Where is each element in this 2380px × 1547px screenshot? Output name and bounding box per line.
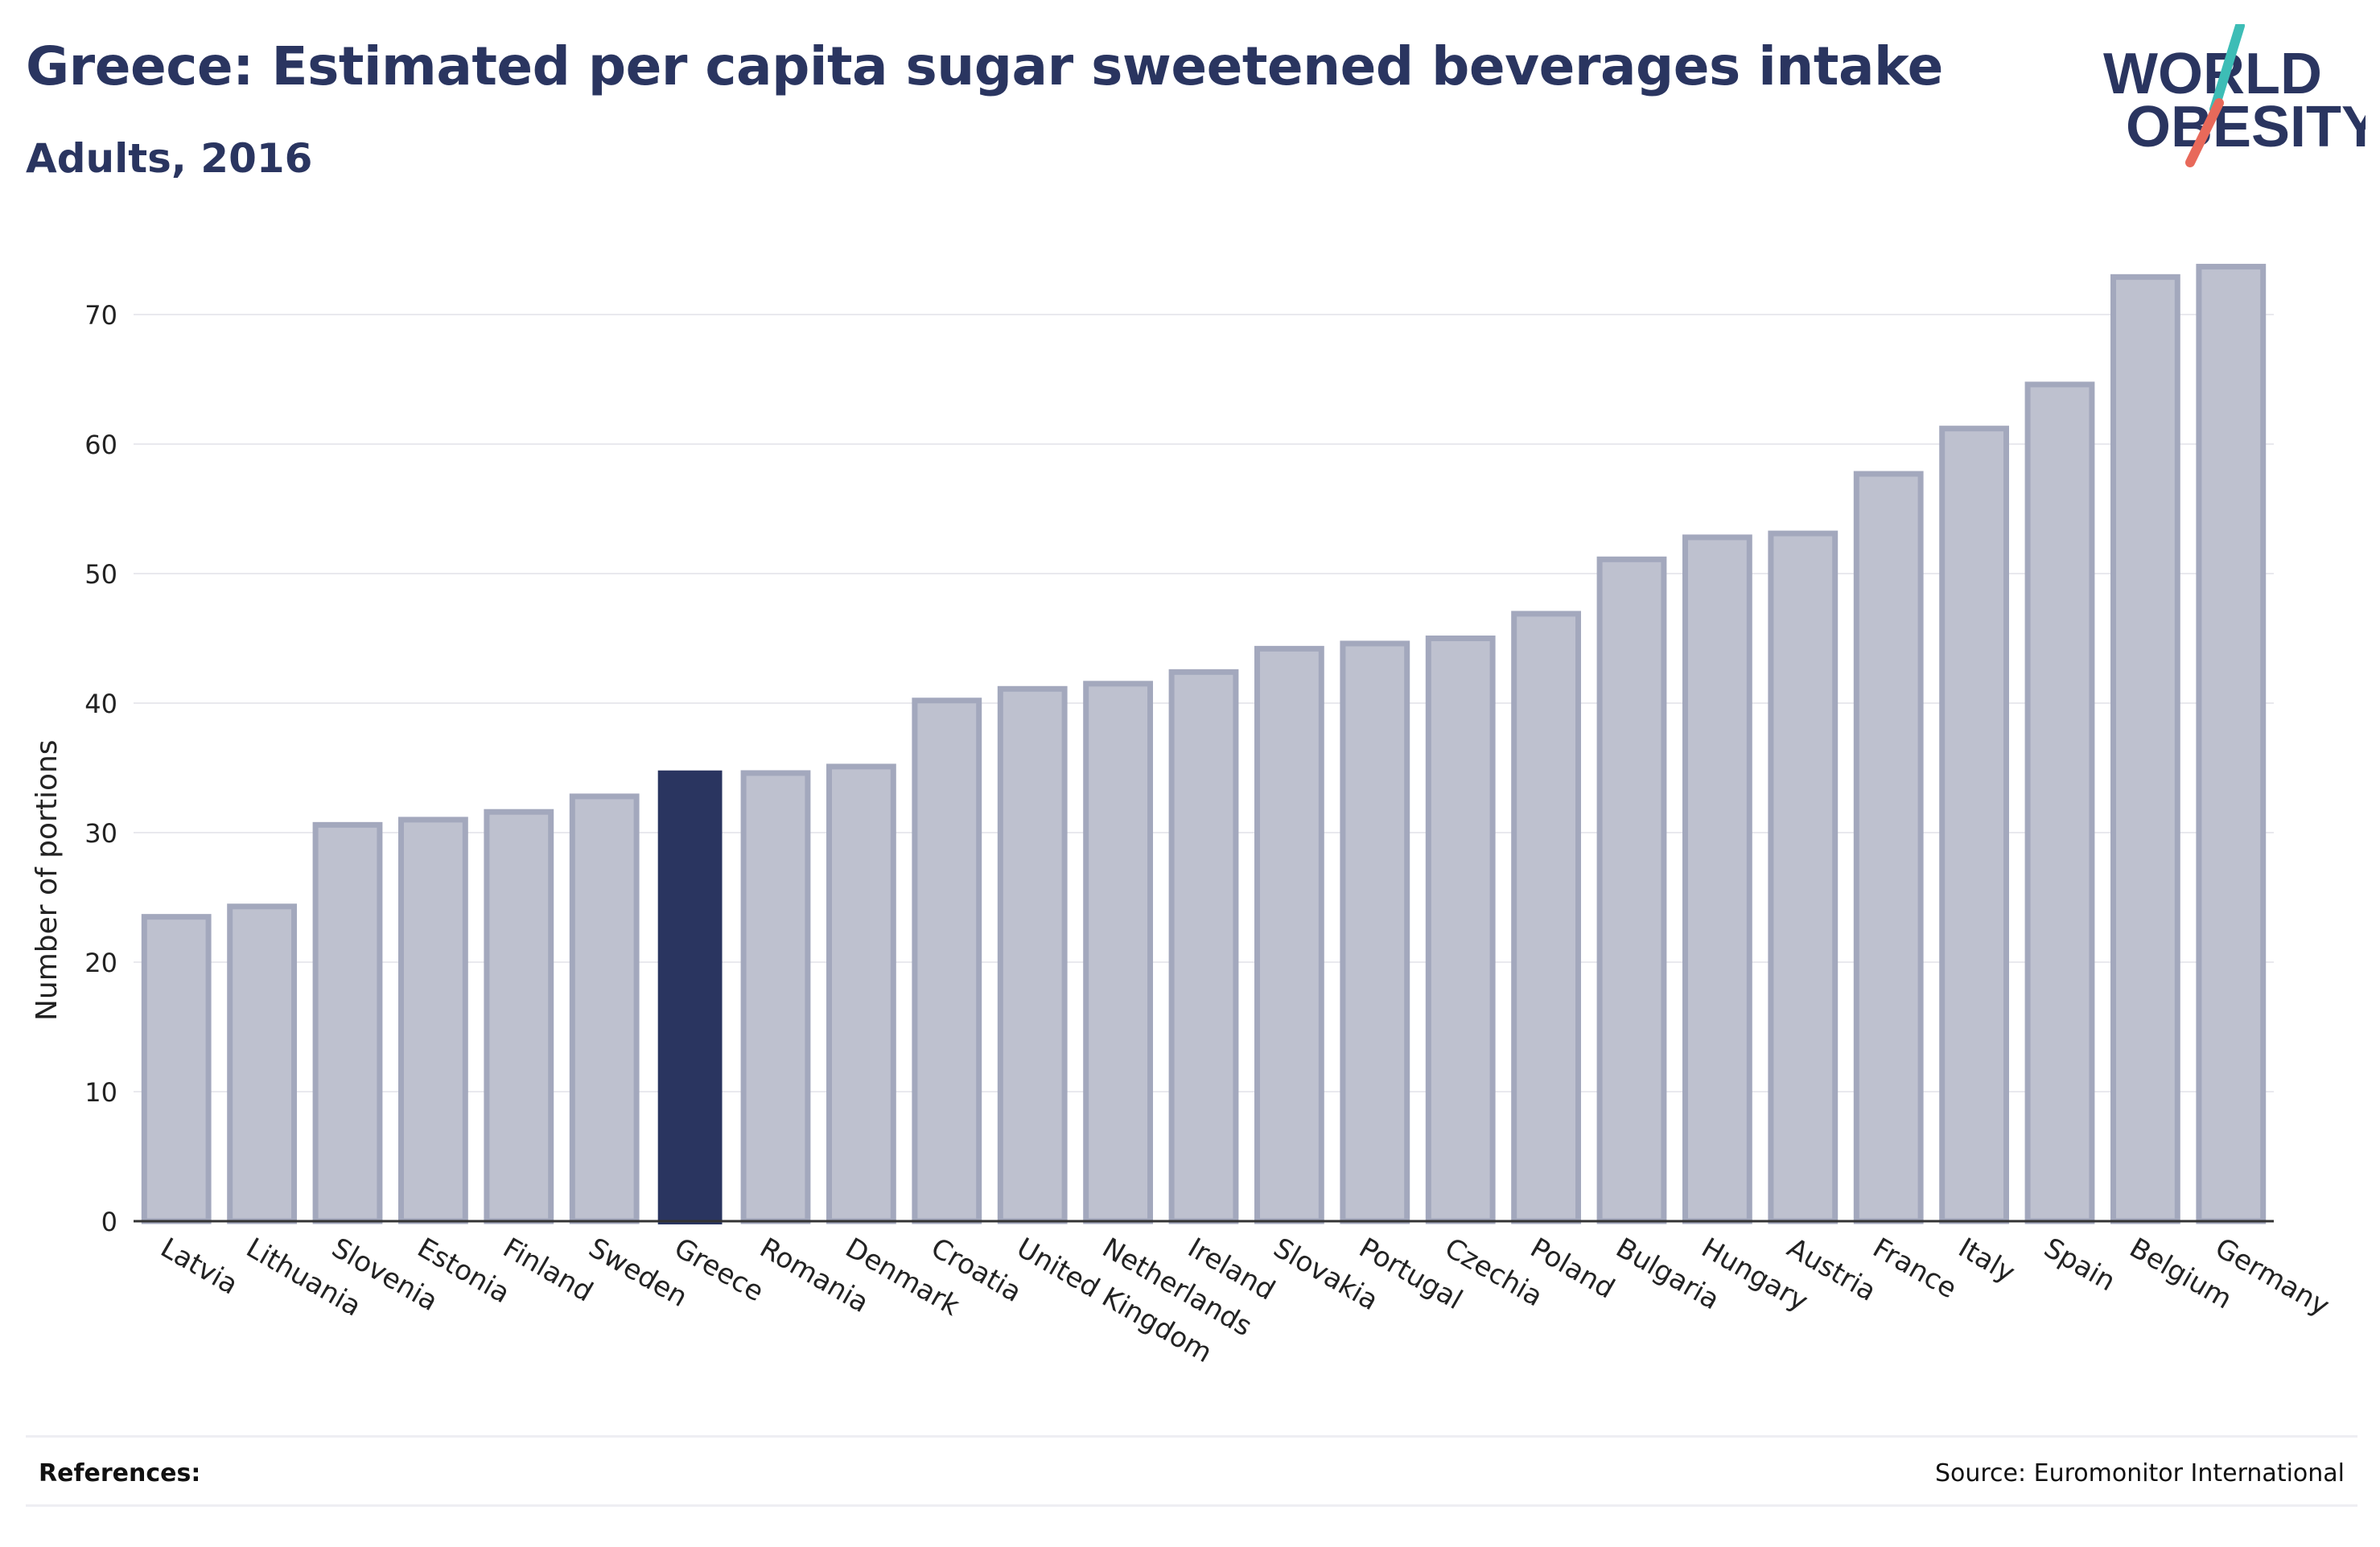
- x-tick-label: Latvia: [155, 1232, 244, 1301]
- y-tick-label: 20: [84, 948, 117, 978]
- bar: [227, 903, 298, 1224]
- bar: [569, 793, 640, 1224]
- bar: [1511, 611, 1581, 1224]
- references-label: References:: [39, 1459, 201, 1487]
- source-note: Source: Euromonitor International: [1934, 1459, 2345, 1487]
- y-tick-label: 70: [84, 300, 117, 331]
- y-tick-label: 30: [84, 818, 117, 849]
- footer-divider-top: [26, 1435, 2357, 1438]
- bar: [1083, 681, 1153, 1224]
- bar: [484, 808, 554, 1224]
- bar: [2110, 274, 2180, 1224]
- x-tick-label: Finland: [497, 1232, 598, 1308]
- bar: [997, 685, 1068, 1224]
- bar: [398, 817, 468, 1224]
- y-tick-label: 0: [101, 1207, 117, 1237]
- x-tick-label: Spain: [2039, 1232, 2121, 1298]
- bar: [1425, 636, 1496, 1224]
- bar: [740, 770, 811, 1224]
- bar-chart: 010203040506070LatviaLithuaniaSloveniaEs…: [31, 263, 2335, 1369]
- bar: [1768, 530, 1839, 1224]
- bar: [1168, 669, 1239, 1224]
- y-axis-title: Number of portions: [31, 739, 64, 1021]
- bar: [912, 697, 982, 1224]
- bar: [1340, 640, 1410, 1224]
- chart-title: Greece: Estimated per capita sugar sweet…: [26, 35, 1943, 97]
- x-tick-label: Germany: [2209, 1232, 2334, 1323]
- logo-word-world: WORLD: [2103, 42, 2322, 106]
- y-tick-label: 60: [84, 430, 117, 460]
- logo-slash-top: [2209, 24, 2245, 114]
- bar: [2024, 381, 2095, 1224]
- bar: [312, 821, 383, 1224]
- chart-subtitle: Adults, 2016: [26, 135, 313, 182]
- bar: [1939, 426, 2009, 1224]
- bar: [1254, 645, 1324, 1224]
- bar: [141, 914, 212, 1224]
- bar: [2196, 263, 2267, 1224]
- bar-highlighted: [657, 770, 723, 1224]
- x-tick-label: France: [1867, 1232, 1962, 1305]
- world-obesity-logo: WORLD OBESITY: [2103, 24, 2366, 167]
- x-tick-label: Sweden: [583, 1232, 693, 1314]
- y-tick-label: 50: [84, 559, 117, 590]
- bar: [1853, 471, 1924, 1224]
- x-tick-label: Italy: [1953, 1232, 2020, 1290]
- bar: [1682, 534, 1752, 1224]
- bar: [826, 763, 896, 1224]
- y-tick-label: 40: [84, 689, 117, 719]
- logo-word-obesity: OBESITY: [2126, 95, 2366, 159]
- footer-divider-bottom: [26, 1504, 2357, 1507]
- y-tick-label: 10: [84, 1077, 117, 1108]
- bar: [1596, 556, 1667, 1224]
- logo-slash-bottom: [2185, 98, 2224, 167]
